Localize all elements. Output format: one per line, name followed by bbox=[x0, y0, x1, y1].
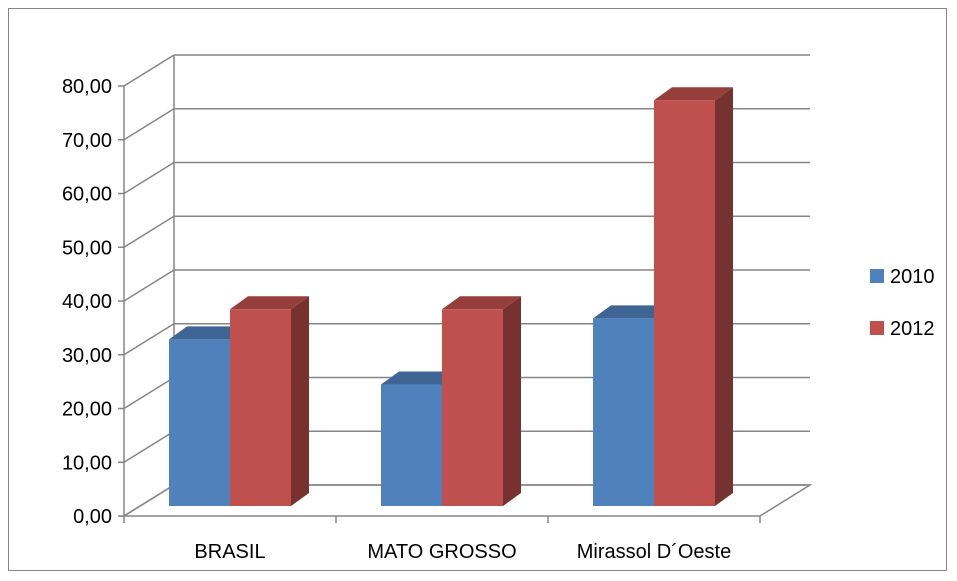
y-tick-label: 20,00 bbox=[62, 399, 112, 421]
bar bbox=[169, 339, 230, 506]
legend-label: 2012 bbox=[890, 318, 935, 340]
bar-top bbox=[169, 326, 248, 340]
bar-top bbox=[593, 305, 672, 319]
bar-side bbox=[503, 296, 521, 506]
bar-top bbox=[230, 296, 309, 310]
y-tick-label: 60,00 bbox=[62, 184, 112, 206]
gridline-diagonal bbox=[123, 54, 175, 87]
legend: 2010 2012 bbox=[870, 266, 935, 340]
bar bbox=[381, 384, 442, 506]
gridline-diagonal bbox=[123, 108, 175, 141]
bar bbox=[593, 318, 654, 506]
gridline-diagonal bbox=[123, 161, 175, 195]
bar bbox=[230, 309, 291, 506]
gridline-diagonal bbox=[123, 323, 175, 356]
bar-side bbox=[715, 87, 733, 506]
legend-swatch bbox=[870, 321, 884, 335]
gridline-diagonal bbox=[123, 215, 175, 248]
y-tick-label: 70,00 bbox=[62, 130, 112, 152]
x-category-label: BRASIL bbox=[194, 541, 265, 563]
bar-top bbox=[654, 87, 733, 101]
bar-top bbox=[442, 296, 521, 310]
bar-side bbox=[291, 296, 309, 506]
y-tick-label: 80,00 bbox=[62, 76, 112, 98]
x-axis-category-labels: BRASIL MATO GROSSO Mirassol D´Oeste bbox=[123, 516, 761, 563]
gridline-diagonal bbox=[123, 376, 175, 410]
x-category-label: MATO GROSSO bbox=[367, 541, 516, 563]
legend-label: 2010 bbox=[890, 266, 935, 288]
x-category-label: Mirassol D´Oeste bbox=[577, 541, 731, 563]
y-tick-label: 30,00 bbox=[62, 345, 112, 367]
y-tick-label: 50,00 bbox=[62, 237, 112, 259]
y-tick-label: 10,00 bbox=[62, 452, 112, 474]
bars bbox=[169, 87, 733, 506]
bar bbox=[654, 100, 715, 506]
bar bbox=[442, 309, 503, 506]
gridline-diagonal bbox=[123, 269, 175, 302]
bar-top bbox=[381, 371, 460, 385]
y-tick-label: 40,00 bbox=[62, 291, 112, 313]
y-tick-label: 0,00 bbox=[73, 506, 112, 528]
y-axis-tick-labels: 0,00 10,00 20,00 30,00 40,00 50,00 60,00 70,00 8… bbox=[62, 76, 124, 528]
gridline-diagonal bbox=[123, 430, 175, 463]
legend-swatch bbox=[870, 269, 884, 283]
